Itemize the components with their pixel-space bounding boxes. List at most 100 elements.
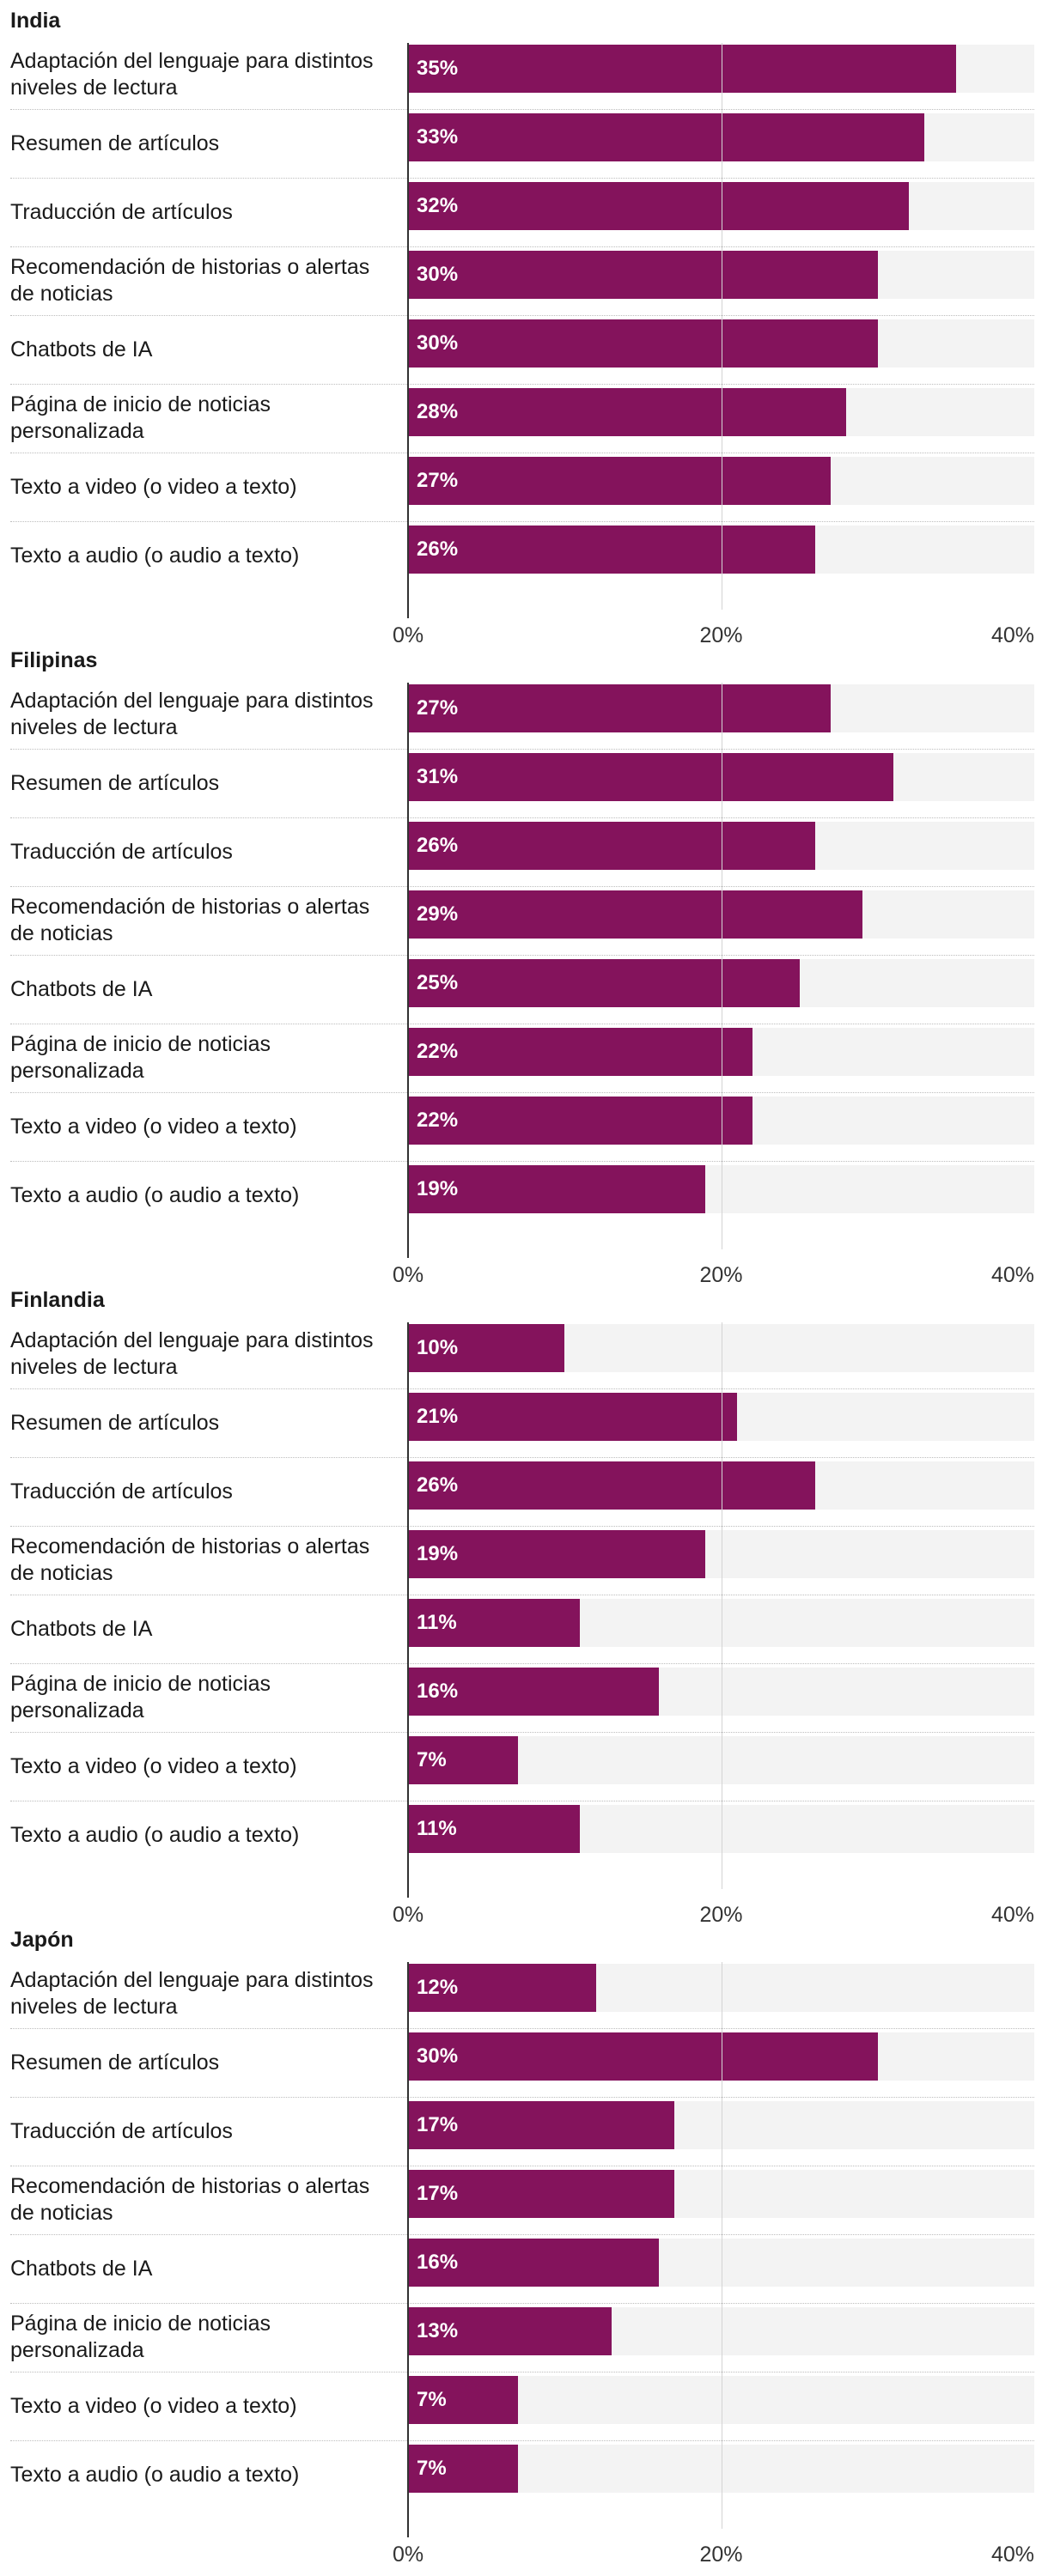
bar [408, 45, 956, 93]
bar [408, 1805, 581, 1853]
bar [408, 388, 847, 436]
row-separator [10, 315, 1034, 316]
category-label: Resumen de artículos [10, 131, 220, 155]
row-separator [10, 886, 1034, 887]
bar-row: Traducción de artículos 26% [0, 1460, 1048, 1528]
category-label: Adaptación del lenguaje para distintos n… [10, 1968, 374, 2019]
bar-value-label: 31% [417, 765, 459, 788]
chart-panel: Japón Adaptación del lenguaje para distin… [0, 1919, 1048, 2567]
category-label: Texto a video (o video a texto) [10, 2393, 297, 2418]
y-axis-line [407, 1962, 409, 2537]
bar-value-label: 27% [417, 469, 459, 492]
category-label: Página de inicio de noticias personaliza… [10, 1032, 271, 1083]
bar [408, 753, 893, 801]
bar-row: Adaptación del lenguaje para distintos n… [0, 1322, 1048, 1391]
row-separator [10, 955, 1034, 956]
x-tick-label: 40% [991, 1903, 1035, 1927]
category-label: Traducción de artículos [10, 199, 233, 224]
bar [408, 1324, 565, 1372]
bar-value-label: 19% [417, 1542, 459, 1565]
bar [408, 1393, 737, 1441]
bar-row: Resumen de artículos 30% [0, 2031, 1048, 2099]
bar-value-label: 10% [417, 1336, 459, 1359]
bar [408, 1028, 752, 1076]
category-label: Texto a video (o video a texto) [10, 1753, 297, 1778]
bar-row: Página de inicio de noticias personaliza… [0, 1026, 1048, 1095]
bar-row: Chatbots de IA 30% [0, 318, 1048, 386]
bar [408, 2032, 878, 2081]
bar [408, 2307, 612, 2355]
bar-value-label: 30% [417, 2044, 459, 2068]
bar-value-label: 19% [417, 1177, 459, 1200]
category-label: Traducción de artículos [10, 839, 233, 864]
y-axis-line [407, 683, 409, 1258]
bar [408, 457, 832, 505]
x-tick-label: 40% [991, 623, 1035, 647]
row-separator [10, 109, 1034, 110]
plot-area: Adaptación del lenguaje para distintos n… [0, 43, 1048, 647]
bar-row: Traducción de artículos 26% [0, 820, 1048, 889]
bar-row: Chatbots de IA 25% [0, 957, 1048, 1026]
bar-value-label: 28% [417, 400, 459, 423]
row-separator [10, 1388, 1034, 1389]
bar-value-label: 35% [417, 57, 459, 80]
category-label: Adaptación del lenguaje para distintos n… [10, 689, 374, 739]
bar-row: Texto a audio (o audio a texto) 19% [0, 1163, 1048, 1232]
bar-value-label: 33% [417, 125, 459, 149]
row-separator [10, 817, 1034, 818]
x-tick-label: 20% [699, 623, 743, 647]
x-tick-label: 0% [393, 1263, 424, 1287]
bar-row: Resumen de artículos 21% [0, 1391, 1048, 1460]
chart-panel: Filipinas Adaptación del lenguaje para di… [0, 640, 1048, 1287]
category-label: Texto a audio (o audio a texto) [10, 1182, 300, 1207]
bar [408, 2376, 518, 2424]
category-label: Adaptación del lenguaje para distintos n… [10, 49, 374, 100]
bar [408, 2101, 674, 2149]
bar-value-label: 32% [417, 194, 459, 217]
bar-row: Texto a audio (o audio a texto) 26% [0, 524, 1048, 592]
row-separator [10, 1663, 1034, 1664]
x-tick-label: 0% [393, 2543, 424, 2567]
category-label: Recomendación de historias o alertas de … [10, 2174, 370, 2225]
bar [408, 2170, 674, 2218]
bar-value-label: 7% [417, 1748, 447, 1771]
chart-panel: Finlandia Adaptación del lenguaje para di… [0, 1279, 1048, 1927]
bar [408, 526, 815, 574]
bar [408, 959, 800, 1007]
bar [408, 1668, 659, 1716]
bar [408, 182, 910, 230]
bar [408, 2445, 518, 2493]
x-tick-label: 40% [991, 1263, 1035, 1287]
y-axis-line [407, 43, 409, 618]
bar-value-label: 17% [417, 2182, 459, 2205]
bar-row: Chatbots de IA 16% [0, 2237, 1048, 2306]
x-tick-label: 20% [699, 2543, 743, 2567]
category-label: Página de inicio de noticias personaliza… [10, 2312, 271, 2362]
category-label: Chatbots de IA [10, 976, 153, 1001]
x-tick-label: 40% [991, 2543, 1035, 2567]
bar-row: Traducción de artículos 32% [0, 180, 1048, 249]
plot-area: Adaptación del lenguaje para distintos n… [0, 1962, 1048, 2567]
plot-area: Adaptación del lenguaje para distintos n… [0, 683, 1048, 1287]
bar-row: Texto a video (o video a texto) 27% [0, 455, 1048, 524]
bar-value-label: 12% [417, 1976, 459, 1999]
category-label: Traducción de artículos [10, 2118, 233, 2143]
category-label: Texto a video (o video a texto) [10, 474, 297, 499]
category-label: Resumen de artículos [10, 1410, 220, 1435]
bar-value-label: 11% [417, 1611, 457, 1634]
category-label: Texto a audio (o audio a texto) [10, 2462, 300, 2487]
category-label: Chatbots de IA [10, 1616, 153, 1641]
panel-title: Japón [10, 1928, 74, 1952]
row-separator [10, 749, 1034, 750]
bar [408, 684, 832, 732]
category-label: Traducción de artículos [10, 1479, 233, 1504]
x-tick-label: 0% [393, 623, 424, 647]
bar-row: Texto a audio (o audio a texto) 7% [0, 2443, 1048, 2512]
bar-value-label: 29% [417, 902, 459, 926]
category-label: Chatbots de IA [10, 337, 153, 361]
row-separator [10, 521, 1034, 522]
bar-value-label: 21% [417, 1405, 459, 1428]
bar-row: Recomendación de historias o alertas de … [0, 889, 1048, 957]
x-tick-label: 20% [699, 1263, 743, 1287]
